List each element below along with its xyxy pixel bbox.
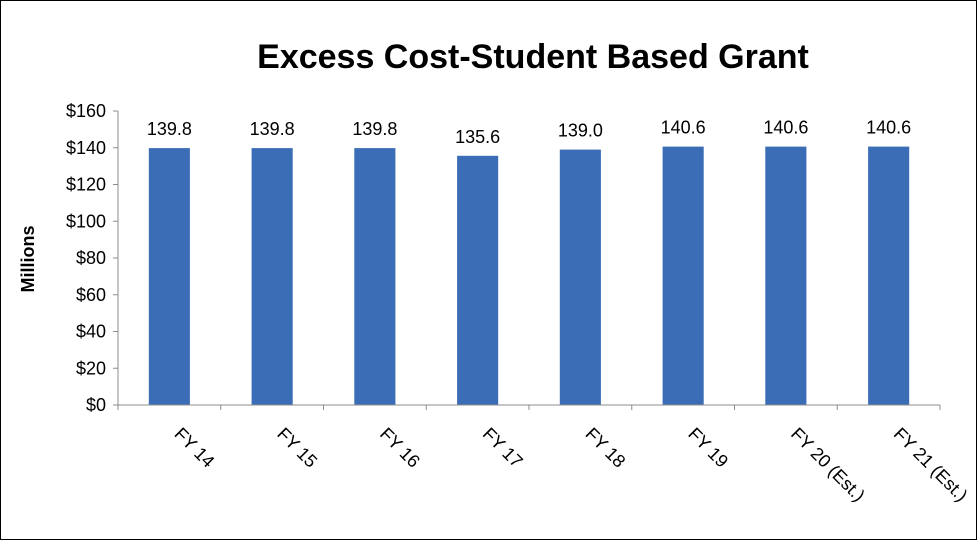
y-tick-label: $100 — [66, 211, 106, 231]
bar — [559, 149, 601, 405]
y-tick-label: $0 — [86, 395, 106, 415]
data-label: 139.8 — [250, 119, 295, 139]
bar — [251, 148, 293, 405]
x-tick-label: FY 18 — [582, 424, 630, 472]
data-label: 135.6 — [455, 127, 500, 147]
x-tick-label: FY 15 — [273, 424, 321, 472]
x-tick-label: FY 17 — [479, 424, 527, 472]
y-tick-label: $160 — [66, 101, 106, 121]
y-axis-label: Millions — [18, 226, 38, 293]
x-tick-label: FY 20 (Est.) — [787, 424, 869, 506]
y-tick-label: $120 — [66, 175, 106, 195]
bar — [457, 155, 499, 405]
data-label: 139.8 — [147, 119, 192, 139]
y-tick-label: $140 — [66, 138, 106, 158]
y-tick-label: $60 — [76, 285, 106, 305]
data-label: 140.6 — [763, 118, 808, 138]
data-label: 140.6 — [661, 118, 706, 138]
bar — [148, 148, 190, 405]
bar — [662, 146, 704, 405]
y-tick-label: $80 — [76, 248, 106, 268]
data-label: 139.0 — [558, 121, 603, 141]
bar — [765, 146, 807, 405]
x-tick-label: FY 16 — [376, 424, 424, 472]
x-tick-label: FY 19 — [684, 424, 732, 472]
data-label: 140.6 — [866, 118, 911, 138]
bar — [868, 146, 910, 405]
y-tick-label: $40 — [76, 322, 106, 342]
data-label: 139.8 — [352, 119, 397, 139]
y-tick-label: $20 — [76, 358, 106, 378]
x-tick-label: FY 21 (Est.) — [890, 424, 972, 506]
chart-title: Excess Cost-Student Based Grant — [257, 38, 809, 76]
x-tick-label: FY 14 — [171, 424, 219, 472]
bar — [354, 148, 396, 405]
